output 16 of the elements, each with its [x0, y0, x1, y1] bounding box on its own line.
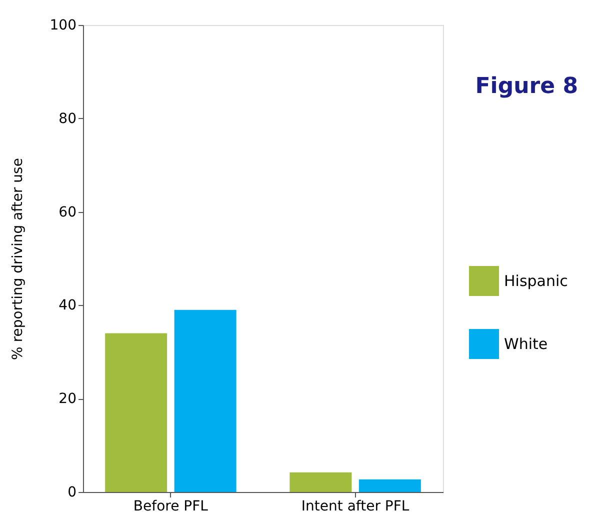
x-tick-label: Before PFL [133, 498, 208, 513]
text: Figure 8 [475, 74, 578, 99]
bar [290, 472, 352, 492]
y-tick-label: 60 [58, 204, 76, 220]
x-tick-label: Intent after PFL [301, 498, 410, 513]
y-tick-label: 100 [50, 18, 76, 34]
bar [174, 310, 236, 492]
y-tick-label: 40 [58, 298, 76, 314]
y-tick-label: 20 [58, 391, 76, 408]
y-tick-label: 80 [58, 110, 76, 127]
bar [105, 333, 168, 492]
legend-label: Hispanic [504, 272, 568, 290]
y-tick-label: 0 [68, 484, 76, 500]
legend-label: White [504, 335, 548, 353]
bar [358, 479, 421, 492]
y-axis-title: % reporting driving after use [10, 158, 26, 360]
